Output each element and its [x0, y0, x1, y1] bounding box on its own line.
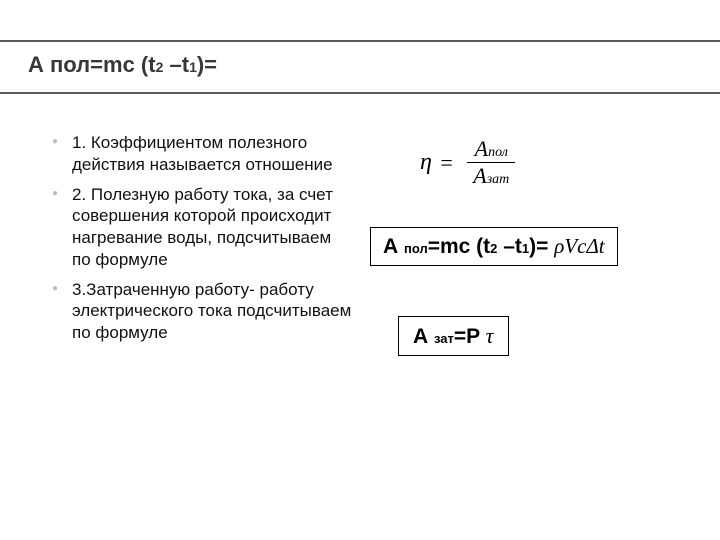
- fz-tau: τ: [480, 323, 493, 348]
- bullet-item-2: 2. Полезную работу тока, за счет соверше…: [52, 184, 352, 271]
- fz-A: А: [413, 325, 434, 348]
- title-part-1: А пол=mc (t: [28, 52, 156, 77]
- fp-A: А: [383, 235, 404, 258]
- body-divider: [0, 92, 720, 94]
- eta-symbol: η: [420, 149, 432, 175]
- title-part-3: )=: [197, 52, 217, 77]
- bullet-list: 1. Коэффициентом полезного действия назы…: [52, 132, 352, 344]
- title-sub-2: 1: [189, 59, 197, 75]
- header-divider: [0, 40, 720, 42]
- num-sub: пол: [488, 145, 508, 160]
- den-A: А: [473, 163, 486, 188]
- fp-mid: –t: [497, 235, 522, 258]
- fraction-numerator: Апол: [467, 136, 515, 162]
- equals-sign: =: [440, 150, 452, 175]
- bullet-item-1: 1. Коэффициентом полезного действия назы…: [52, 132, 352, 176]
- fp-rhs: ρVcΔt: [554, 234, 604, 258]
- eta-equation: η = Апол Азат: [420, 136, 692, 189]
- fraction-denominator: Азат: [467, 162, 515, 189]
- formula-pol-box: А пол=mc (t2 –t1)= ρVcΔt: [370, 227, 618, 266]
- fp-sub: пол: [404, 241, 428, 256]
- title-part-2: –t: [163, 52, 189, 77]
- right-column: η = Апол Азат А пол=mc (t2 –t1)= ρVcΔt А…: [352, 132, 692, 356]
- bullet-item-3: 3.Затраченную работу- работу электрическ…: [52, 279, 352, 344]
- fp-close: )=: [529, 235, 554, 258]
- fraction: Апол Азат: [467, 136, 515, 189]
- fp-rest: =mc (t: [428, 235, 490, 258]
- formula-zat-box: А зат=P τ: [398, 316, 509, 356]
- fz-eq: =P: [454, 325, 480, 348]
- den-sub: зат: [487, 172, 510, 187]
- content-area: 1. Коэффициентом полезного действия назы…: [52, 132, 692, 356]
- fz-sub: зат: [434, 331, 454, 346]
- left-column: 1. Коэффициентом полезного действия назы…: [52, 132, 352, 356]
- num-A: А: [475, 136, 488, 161]
- slide-title: А пол=mc (t2 –t1)=: [28, 52, 217, 78]
